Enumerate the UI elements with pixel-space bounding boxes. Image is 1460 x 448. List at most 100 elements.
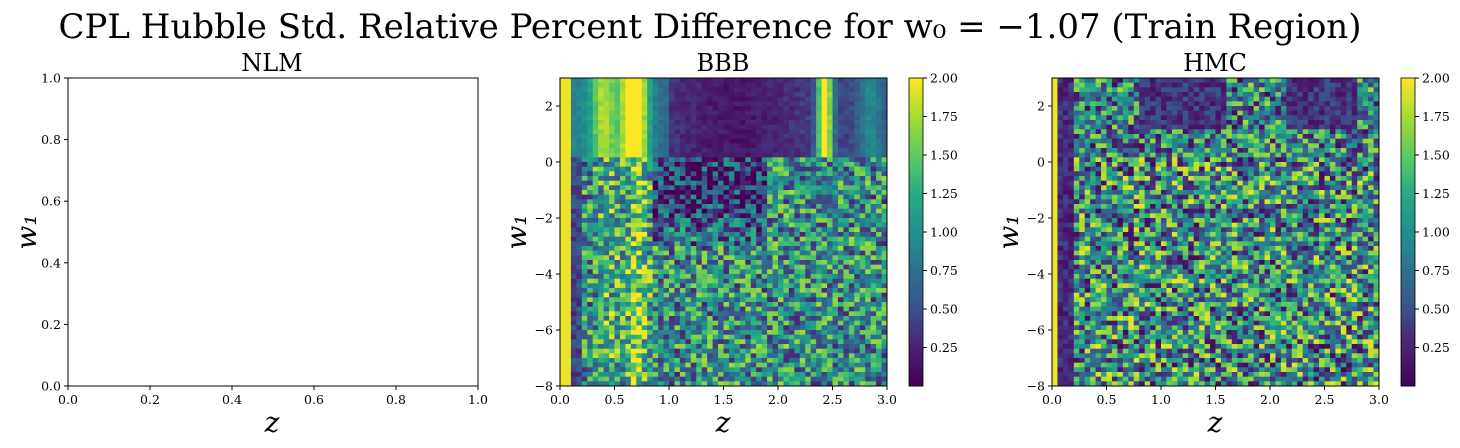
heatmap-cell xyxy=(647,78,654,84)
heatmap-cell xyxy=(1259,87,1265,93)
heatmap-cell xyxy=(734,320,741,326)
heatmap-cell xyxy=(1090,134,1096,140)
heatmap-cell xyxy=(1231,92,1238,98)
heatmap-cell xyxy=(778,199,784,205)
heatmap-cell xyxy=(1351,124,1358,130)
heatmap-cell xyxy=(619,302,626,308)
heatmap-cell xyxy=(614,278,621,284)
heatmap-cell xyxy=(1079,101,1086,107)
heatmap-cell xyxy=(843,190,850,196)
heatmap-cell xyxy=(609,232,615,238)
heatmap-cell xyxy=(1264,96,1271,102)
heatmap-cell xyxy=(674,227,681,233)
heatmap-cell xyxy=(1079,138,1086,144)
heatmap-cell xyxy=(598,124,604,130)
heatmap-cell xyxy=(865,185,872,191)
heatmap-cell xyxy=(805,180,812,186)
heatmap-cell xyxy=(734,334,741,340)
heatmap-cell xyxy=(614,143,621,149)
heatmap-cell xyxy=(685,204,692,210)
heatmap-cell xyxy=(767,297,773,303)
heatmap-cell xyxy=(658,325,664,331)
heatmap-cell xyxy=(734,278,741,284)
heatmap-cell xyxy=(1220,92,1227,98)
heatmap-cell xyxy=(570,138,577,144)
heatmap-cell xyxy=(761,185,768,191)
heatmap-cell xyxy=(1248,124,1255,130)
heatmap-cell xyxy=(881,316,888,322)
heatmap-cell xyxy=(750,250,757,256)
x-tick-label: 1.5 xyxy=(714,392,734,407)
heatmap-cell xyxy=(805,227,812,233)
heatmap-cell xyxy=(799,143,806,149)
heatmap-cell xyxy=(685,250,692,256)
heatmap-cell xyxy=(679,190,686,196)
heatmap-cell xyxy=(843,124,850,130)
heatmap-cell xyxy=(1182,134,1189,140)
heatmap-cell xyxy=(1308,92,1314,98)
heatmap-cell xyxy=(630,157,637,163)
heatmap-cell xyxy=(576,311,583,317)
heatmap-cell xyxy=(783,185,790,191)
heatmap-cell xyxy=(565,87,572,93)
heatmap-cell xyxy=(641,138,648,144)
heatmap-cell xyxy=(876,283,882,289)
x-tick-label: 1.0 xyxy=(659,392,679,407)
heatmap-cell xyxy=(772,166,779,172)
heatmap-cell xyxy=(576,372,583,378)
heatmap-cell xyxy=(718,274,724,280)
heatmap-cell xyxy=(805,87,812,93)
heatmap-cell xyxy=(739,344,746,350)
heatmap-cell xyxy=(739,190,746,196)
heatmap-cell xyxy=(647,96,654,102)
heatmap-cell xyxy=(592,110,599,116)
heatmap-cell xyxy=(728,264,735,270)
heatmap-cell xyxy=(734,283,741,289)
heatmap-cell xyxy=(707,208,713,214)
x-tick-label: 0.4 xyxy=(222,392,242,407)
heatmap-cell xyxy=(1210,115,1216,121)
heatmap-cell xyxy=(739,124,746,130)
heatmap-cell xyxy=(827,204,833,210)
heatmap-cell xyxy=(619,372,626,378)
heatmap-cell xyxy=(859,101,866,107)
heatmap-cell xyxy=(707,358,713,364)
heatmap-cell xyxy=(1351,78,1358,84)
heatmap-cell xyxy=(767,283,773,289)
heatmap-cell xyxy=(783,302,790,308)
heatmap-cell xyxy=(859,339,866,345)
heatmap-cell xyxy=(876,138,882,144)
heatmap-cell xyxy=(1084,134,1091,140)
heatmap-cell xyxy=(881,213,888,219)
heatmap-cell xyxy=(767,96,773,102)
heatmap-cell xyxy=(603,171,610,177)
heatmap-cell xyxy=(865,339,872,345)
heatmap-cell xyxy=(712,110,719,116)
heatmap-cell xyxy=(794,222,801,228)
heatmap-cell xyxy=(1324,134,1331,140)
heatmap-cell xyxy=(859,162,866,168)
heatmap-cell xyxy=(712,129,719,135)
heatmap-cell xyxy=(821,236,828,242)
heatmap-cell xyxy=(674,92,681,98)
heatmap-cell xyxy=(756,199,763,205)
heatmap-cell xyxy=(876,274,882,280)
heatmap-cell xyxy=(728,381,735,387)
heatmap-cell xyxy=(630,138,637,144)
heatmap-cell xyxy=(739,166,746,172)
heatmap-cell xyxy=(1171,143,1178,149)
heatmap-cell xyxy=(1188,110,1195,116)
heatmap-cell xyxy=(560,344,566,350)
heatmap-cell xyxy=(810,269,817,275)
heatmap-cell xyxy=(723,297,730,303)
heatmap-cell xyxy=(1133,92,1140,98)
heatmap-cell xyxy=(592,334,599,340)
heatmap-cell xyxy=(1166,82,1173,88)
heatmap-cell xyxy=(696,306,703,312)
heatmap-cell xyxy=(778,255,784,261)
heatmap-cell xyxy=(821,255,828,261)
heatmap-cell xyxy=(701,120,708,126)
heatmap-cell xyxy=(1199,143,1205,149)
heatmap-cell xyxy=(1155,101,1162,107)
heatmap-cell xyxy=(854,171,861,177)
